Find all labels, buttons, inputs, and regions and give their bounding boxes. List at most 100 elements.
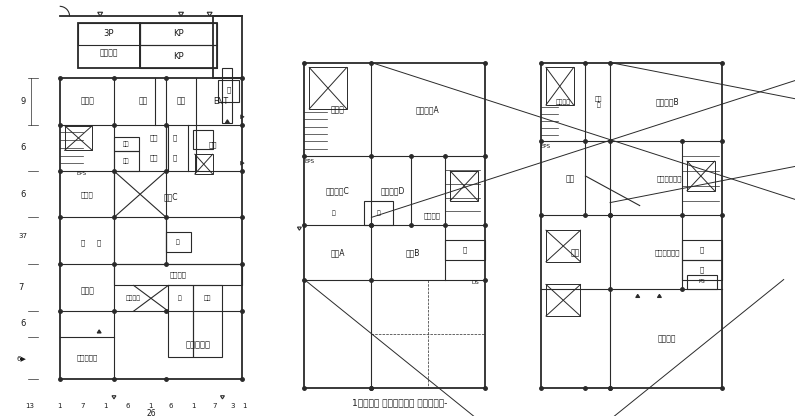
- Text: 7: 7: [18, 283, 24, 292]
- Text: 屋上庭園: 屋上庭園: [658, 334, 677, 343]
- Bar: [140, 23, 217, 68]
- Text: ENT: ENT: [213, 97, 228, 105]
- Text: 1: 1: [192, 403, 196, 409]
- Text: 荷捌き: 荷捌き: [80, 97, 94, 105]
- Text: 前: 前: [178, 296, 182, 301]
- Text: 前: 前: [332, 211, 336, 216]
- Text: 更衣: 更衣: [149, 134, 158, 141]
- Text: EPS: EPS: [304, 159, 314, 164]
- Text: 会ぎ: 会ぎ: [139, 97, 148, 105]
- Text: 6▶: 6▶: [16, 355, 26, 361]
- Bar: [168, 286, 193, 357]
- Polygon shape: [241, 161, 244, 165]
- Text: 演習: 演習: [566, 174, 575, 183]
- Text: ナニ: ナニ: [122, 142, 129, 147]
- Text: カフェ: カフェ: [80, 286, 94, 295]
- Text: 事ム: 事ム: [177, 97, 186, 105]
- Text: ト: ト: [173, 134, 178, 141]
- Text: EPS: EPS: [76, 171, 86, 176]
- Text: 風: 風: [226, 87, 230, 94]
- Text: 多目的展示: 多目的展示: [186, 341, 210, 349]
- Bar: [193, 130, 213, 150]
- Text: 準備室: 準備室: [331, 105, 345, 114]
- Text: 1級建築士 設計製図課題 ２０１９年-: 1級建築士 設計製図課題 ２０１９年-: [352, 398, 448, 407]
- Text: 1: 1: [103, 403, 107, 409]
- Bar: [213, 16, 242, 78]
- Text: 37: 37: [18, 233, 28, 239]
- Text: 6: 6: [126, 403, 130, 409]
- Text: 9: 9: [21, 97, 26, 106]
- Bar: [450, 171, 478, 201]
- Bar: [222, 68, 232, 123]
- Text: KP: KP: [173, 29, 183, 39]
- Text: 3P: 3P: [104, 29, 114, 39]
- Text: 3: 3: [230, 403, 234, 409]
- Bar: [140, 45, 217, 68]
- Polygon shape: [226, 120, 230, 123]
- Bar: [60, 78, 242, 379]
- Text: 講師
棟: 講師 棟: [594, 96, 602, 108]
- Polygon shape: [241, 115, 244, 119]
- Text: 前: 前: [176, 239, 180, 245]
- Bar: [166, 232, 191, 252]
- Text: 輪: 輪: [97, 240, 102, 247]
- Bar: [687, 161, 714, 191]
- Bar: [687, 275, 717, 289]
- Text: DS: DS: [471, 280, 479, 285]
- Bar: [304, 63, 485, 388]
- Text: ポンプ: ポンプ: [81, 192, 94, 198]
- Bar: [546, 284, 581, 316]
- Text: コン: コン: [208, 141, 217, 148]
- Text: 居示A: 居示A: [330, 248, 345, 257]
- Text: ライブラリー: ライブラリー: [657, 175, 682, 182]
- Text: 居示B: 居示B: [406, 248, 420, 257]
- Bar: [114, 136, 138, 151]
- Bar: [195, 154, 213, 174]
- Text: PS: PS: [698, 279, 705, 284]
- Bar: [541, 63, 722, 388]
- Bar: [114, 151, 138, 171]
- Polygon shape: [97, 330, 101, 333]
- Bar: [446, 240, 485, 260]
- Text: 6: 6: [21, 143, 26, 152]
- Text: オフィス: オフィス: [424, 212, 441, 219]
- Text: 更衣: 更衣: [149, 154, 158, 160]
- Text: 7: 7: [80, 403, 85, 409]
- Text: ト: ト: [173, 154, 178, 160]
- Bar: [78, 23, 140, 68]
- Text: 6: 6: [169, 403, 174, 409]
- Polygon shape: [636, 294, 640, 297]
- Bar: [114, 264, 242, 286]
- Text: 1: 1: [58, 403, 62, 409]
- Text: 前: 前: [377, 211, 380, 216]
- Bar: [310, 68, 346, 109]
- Text: 26: 26: [146, 409, 156, 418]
- Bar: [65, 126, 92, 150]
- Text: 1: 1: [148, 403, 153, 409]
- Bar: [363, 201, 393, 225]
- Bar: [682, 260, 722, 280]
- Bar: [218, 80, 239, 102]
- Text: ショップ: ショップ: [126, 296, 141, 301]
- Text: 倉庫: 倉庫: [122, 158, 129, 164]
- Text: オウィエ: オウィエ: [170, 271, 186, 278]
- Text: 居示C: 居示C: [164, 192, 178, 201]
- Text: 創作アトリエ: 創作アトリエ: [654, 249, 680, 256]
- Bar: [78, 23, 140, 45]
- Text: 6: 6: [21, 190, 26, 199]
- Text: アトリエD: アトリエD: [381, 186, 406, 195]
- Text: 1: 1: [242, 403, 246, 409]
- Bar: [140, 23, 217, 45]
- Text: アトリエC: アトリエC: [326, 186, 350, 195]
- Text: 6: 6: [21, 320, 26, 328]
- Text: ト: ト: [463, 247, 467, 253]
- Text: 空調: 空調: [204, 296, 211, 301]
- Bar: [546, 68, 574, 105]
- Text: 屋外テラス: 屋外テラス: [77, 354, 98, 361]
- Text: 屋上: 屋上: [571, 248, 580, 257]
- Text: 駐: 駐: [80, 240, 85, 247]
- Text: 13: 13: [26, 403, 34, 409]
- Bar: [682, 240, 722, 260]
- Polygon shape: [658, 294, 662, 297]
- Text: KP: KP: [173, 52, 183, 61]
